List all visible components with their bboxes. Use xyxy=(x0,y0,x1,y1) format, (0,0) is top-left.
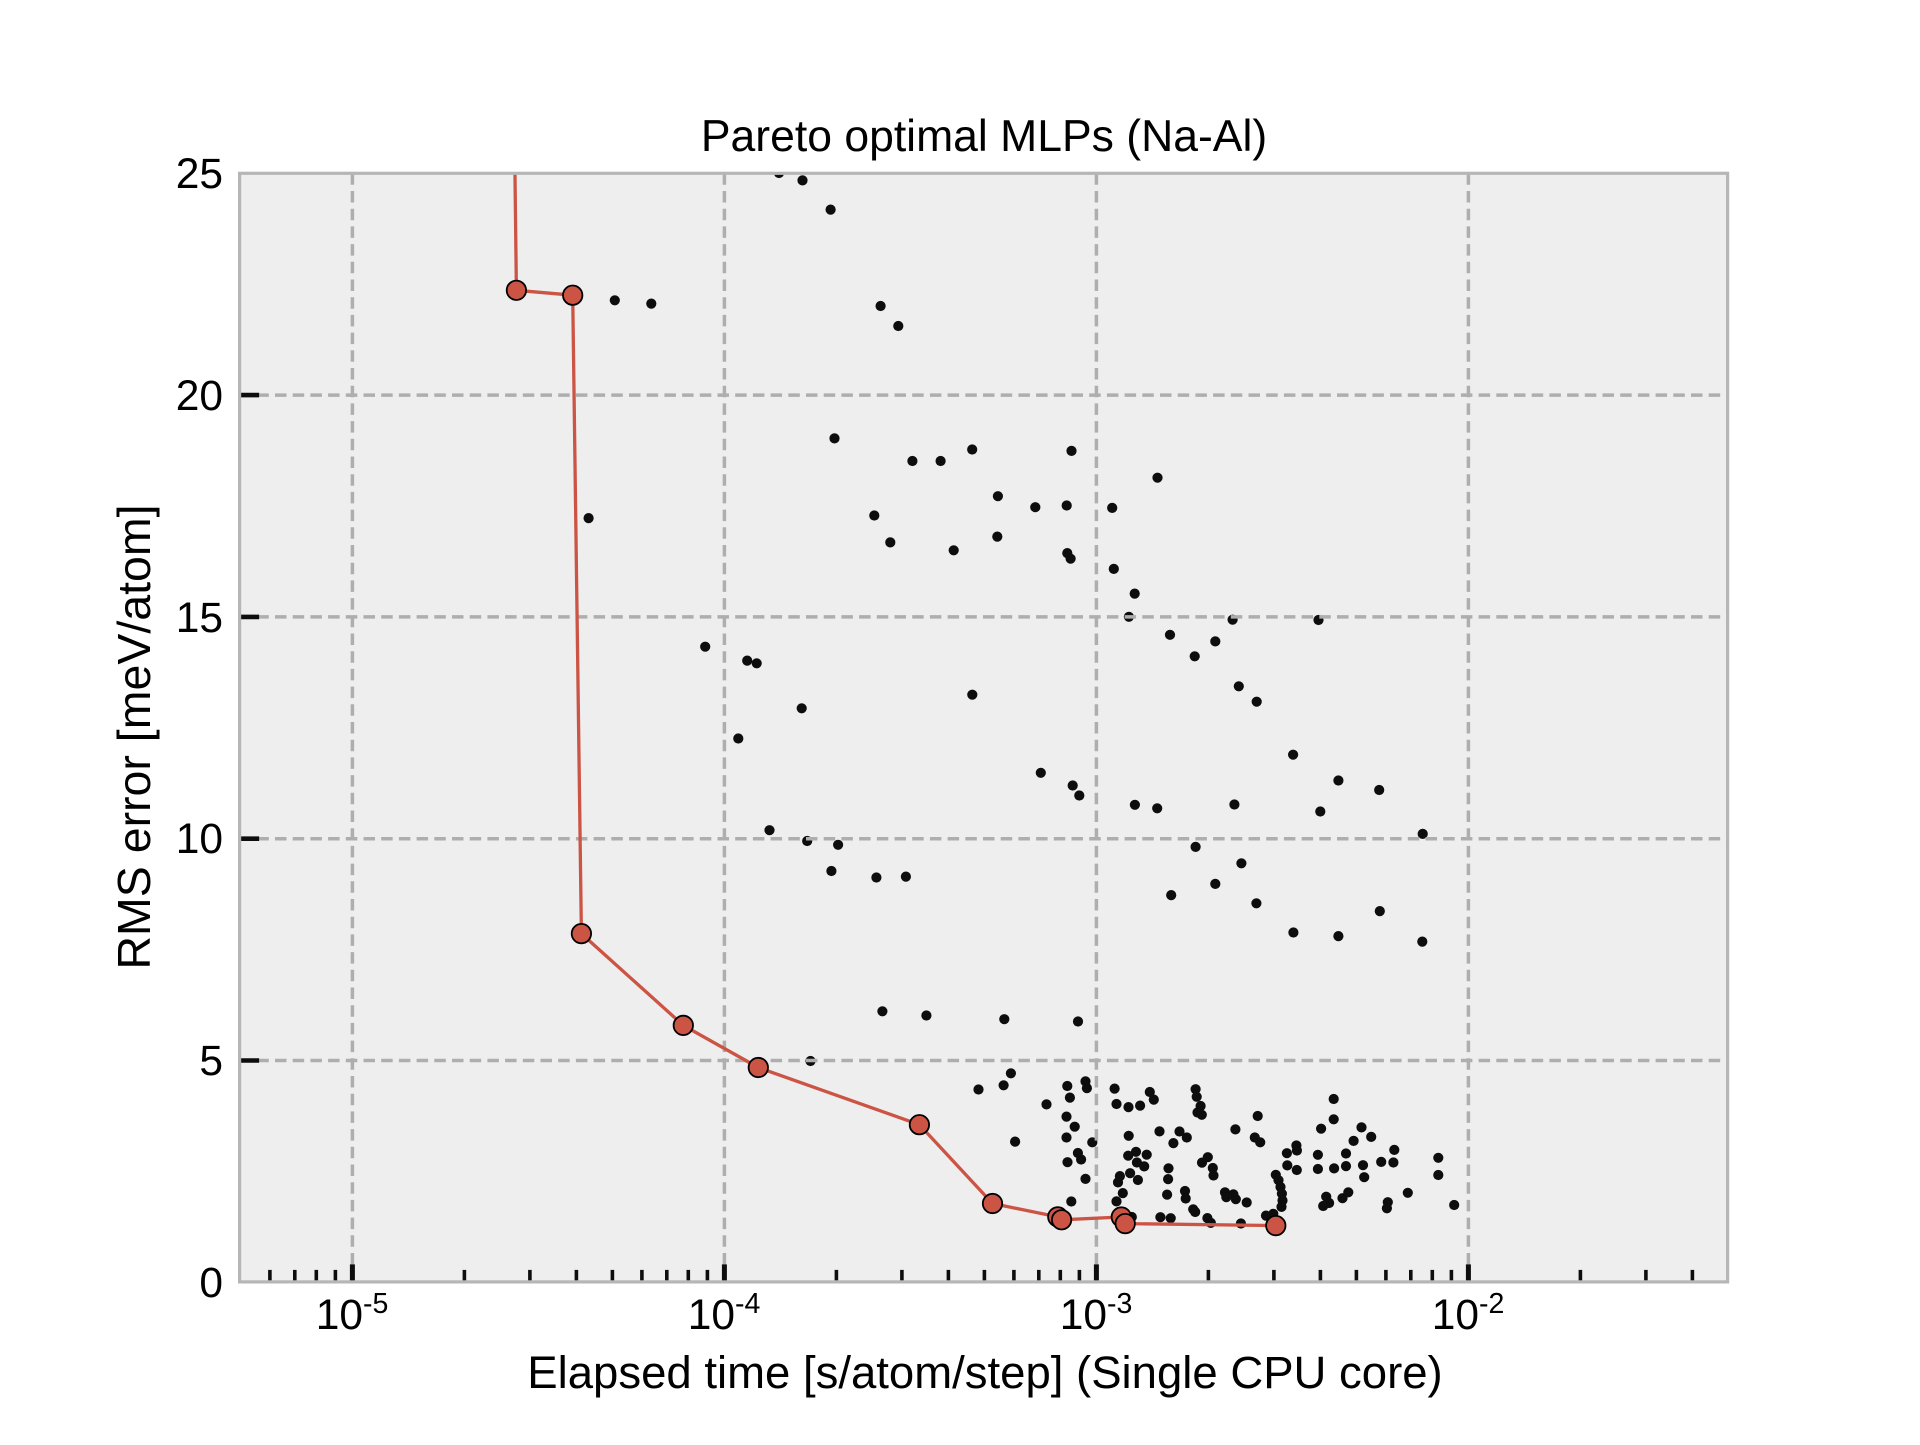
svg-text:5: 5 xyxy=(199,1038,223,1085)
svg-text:Elapsed time [s/atom/step] (Si: Elapsed time [s/atom/step] (Single CPU c… xyxy=(527,1347,1442,1398)
svg-text:Pareto optimal MLPs (Na-Al): Pareto optimal MLPs (Na-Al) xyxy=(701,112,1267,161)
svg-text:0: 0 xyxy=(199,1260,223,1307)
svg-text:25: 25 xyxy=(176,151,223,198)
svg-text:20: 20 xyxy=(176,373,223,420)
svg-text:15: 15 xyxy=(176,595,223,642)
svg-text:10: 10 xyxy=(176,816,223,863)
svg-text:RMS error [meV/atom]: RMS error [meV/atom] xyxy=(108,504,160,969)
